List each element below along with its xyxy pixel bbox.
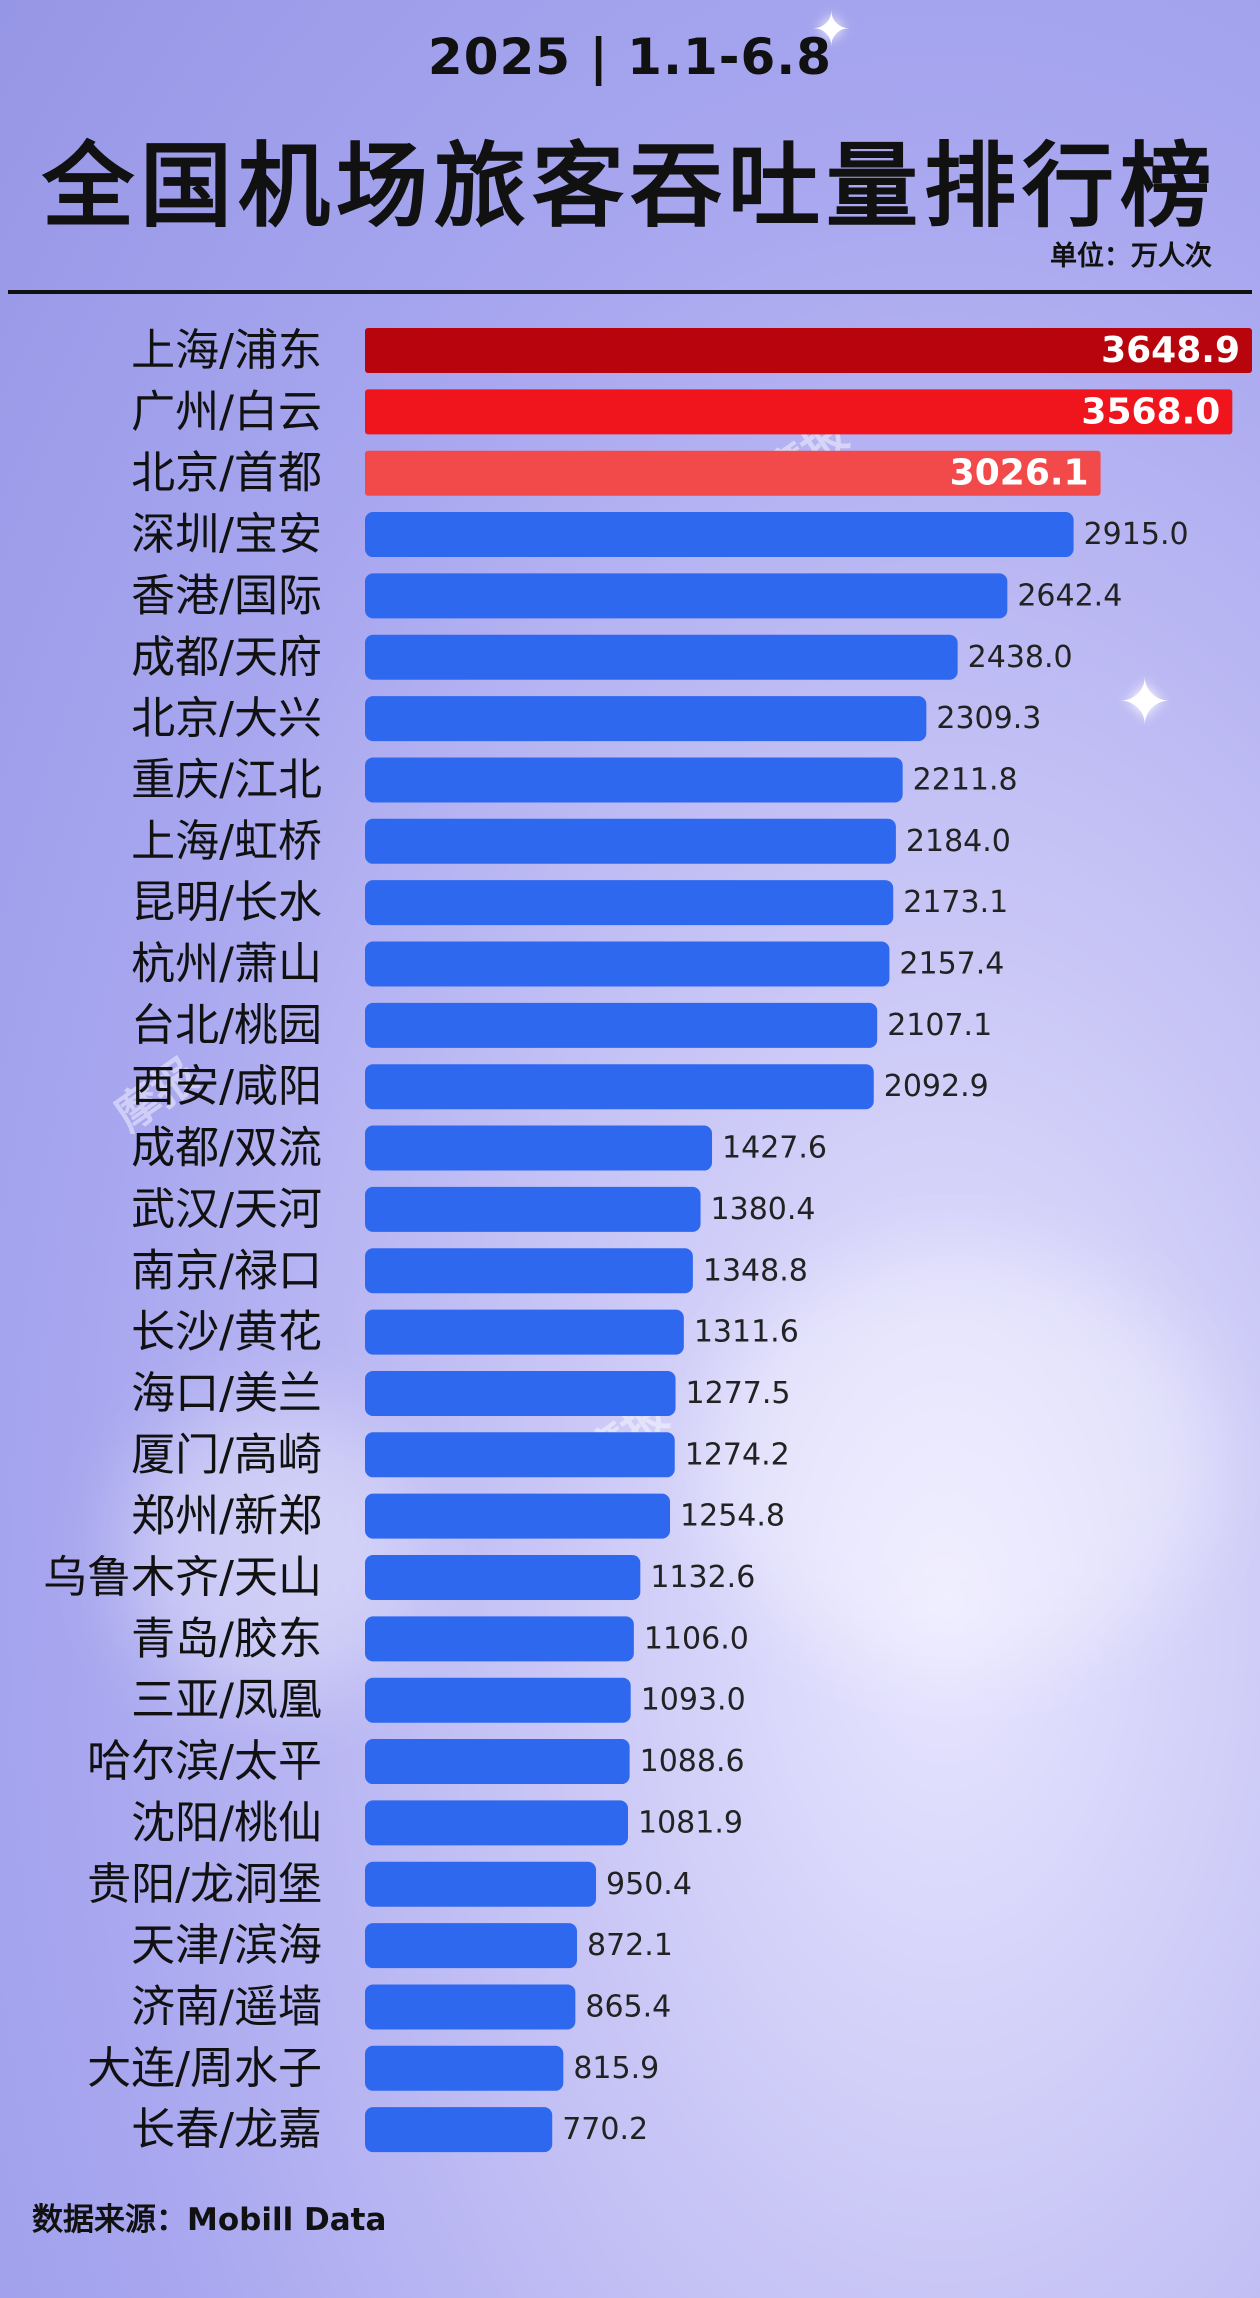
- value-label: 1132.6: [650, 1560, 755, 1595]
- value-label: 2915.0: [1084, 517, 1189, 552]
- bar: [365, 1555, 641, 1600]
- category-label: 北京/首都: [131, 448, 322, 499]
- bar: [365, 1432, 675, 1478]
- sparkle-icon: ✦: [1118, 666, 1172, 740]
- bar: [365, 2045, 564, 2091]
- bar: [365, 1923, 577, 1969]
- bar: [365, 1800, 628, 1846]
- value-label: 3568.0: [1081, 391, 1220, 432]
- value-label: 872.1: [587, 1928, 673, 1963]
- value-label: 1106.0: [644, 1621, 749, 1656]
- bar: [365, 1861, 597, 1907]
- bar: [365, 757, 903, 803]
- category-label: 成都/天府: [131, 632, 322, 683]
- category-label: 昆明/长水: [131, 877, 322, 928]
- value-label: 1277.5: [686, 1376, 791, 1411]
- value-label: 1088.6: [640, 1744, 745, 1779]
- value-label: 1254.8: [680, 1499, 785, 1534]
- category-label: 厦门/高崎: [131, 1429, 322, 1480]
- category-label: 大连/周水子: [87, 2043, 322, 2094]
- category-label: 上海/浦东: [131, 325, 322, 376]
- value-label: 2173.1: [903, 885, 1008, 920]
- category-label: 长春/龙嘉: [131, 2104, 322, 2155]
- bar: [365, 1064, 874, 1110]
- bar: [365, 634, 958, 680]
- chart-subtitle: 2025 | 1.1-6.8: [427, 28, 833, 86]
- value-label: 2309.3: [936, 701, 1041, 736]
- category-label: 西安/咸阳: [131, 1061, 322, 1112]
- value-label: 2211.8: [913, 762, 1018, 797]
- value-label: 2107.1: [887, 1008, 992, 1043]
- bar: [365, 1186, 701, 1232]
- category-label: 北京/大兴: [131, 693, 322, 744]
- category-label: 贵阳/龙洞堡: [87, 1859, 322, 1910]
- bar: [365, 512, 1074, 558]
- bar: [365, 450, 1101, 496]
- category-label: 郑州/新郑: [131, 1491, 322, 1542]
- category-label: 乌鲁木齐/天山: [43, 1552, 322, 1603]
- bar: [365, 1309, 684, 1355]
- bar: [365, 1248, 693, 1294]
- bar: [365, 1493, 671, 1539]
- bar: [365, 389, 1233, 435]
- bar: [365, 1739, 630, 1785]
- category-label: 香港/国际: [131, 570, 322, 621]
- bar: [365, 880, 894, 926]
- bar: [365, 2107, 553, 2153]
- value-label: 2642.4: [1017, 578, 1122, 613]
- sparkle-icon: ✦: [812, 2, 851, 56]
- category-label: 沈阳/桃仙: [131, 1797, 322, 1848]
- bar: [365, 1370, 676, 1416]
- divider: [8, 290, 1252, 294]
- value-label: 1380.4: [711, 1192, 816, 1227]
- bar: [365, 1125, 713, 1171]
- value-label: 770.2: [562, 2112, 648, 2147]
- data-source: 数据来源：Mobill Data: [32, 2202, 387, 2238]
- value-label: 815.9: [573, 2051, 659, 2086]
- category-label: 济南/遥墙: [131, 1981, 322, 2032]
- category-label: 重庆/江北: [131, 754, 322, 805]
- category-label: 杭州/萧山: [131, 939, 322, 990]
- category-label: 哈尔滨/太平: [87, 1736, 322, 1787]
- value-label: 3026.1: [950, 453, 1089, 494]
- bar: [365, 573, 1008, 619]
- bar: [365, 1002, 878, 1048]
- value-label: 2092.9: [884, 1069, 989, 1104]
- bar: [365, 696, 927, 742]
- bar: [365, 941, 890, 987]
- category-label: 台北/桃园: [131, 1000, 322, 1051]
- value-label: 1348.8: [703, 1253, 808, 1288]
- value-label: 950.4: [606, 1867, 692, 1902]
- value-label: 1274.2: [685, 1437, 790, 1472]
- value-label: 2184.0: [906, 824, 1011, 859]
- category-label: 深圳/宝安: [131, 509, 322, 560]
- bar: [365, 1616, 634, 1662]
- bar: [365, 1677, 631, 1723]
- value-label: 1093.0: [641, 1683, 746, 1718]
- value-label: 865.4: [585, 1989, 671, 2024]
- value-label: 2438.0: [968, 640, 1073, 675]
- value-label: 1311.6: [694, 1315, 799, 1350]
- category-label: 海口/美兰: [131, 1368, 322, 1419]
- category-label: 广州/白云: [131, 386, 322, 437]
- value-label: 1427.6: [722, 1131, 827, 1166]
- unit-label: 单位：万人次: [1050, 241, 1212, 272]
- bar: [365, 818, 896, 864]
- category-label: 武汉/天河: [131, 1184, 322, 1235]
- category-label: 青岛/胶东: [131, 1613, 322, 1664]
- category-label: 成都/双流: [131, 1123, 322, 1174]
- value-label: 2157.4: [899, 947, 1004, 982]
- value-label: 3648.9: [1101, 330, 1240, 371]
- chart-title: 全国机场旅客吞吐量排行榜: [41, 133, 1218, 240]
- bar: [365, 328, 1252, 373]
- value-label: 1081.9: [638, 1805, 743, 1840]
- category-label: 三亚/凤凰: [131, 1675, 322, 1726]
- category-label: 上海/虹桥: [131, 816, 322, 867]
- category-label: 长沙/黄花: [131, 1307, 322, 1358]
- category-label: 天津/滨海: [131, 1920, 322, 1971]
- category-label: 南京/禄口: [131, 1245, 322, 1296]
- bar: [365, 1984, 576, 2030]
